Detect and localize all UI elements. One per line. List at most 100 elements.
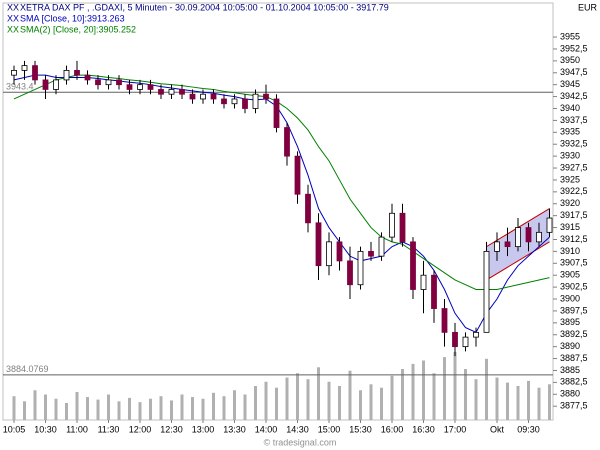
candle-body: [305, 193, 311, 224]
volume-bar: [306, 379, 310, 420]
volume-bar: [506, 382, 509, 420]
candle-body: [420, 274, 427, 290]
volume-bar: [537, 387, 541, 420]
y-tick-label: 3897,5: [560, 305, 588, 315]
volume-bar: [254, 386, 257, 420]
volume-bar: [54, 398, 58, 420]
channel-lower: [486, 241, 550, 281]
candle-body: [515, 227, 521, 248]
candle-body: [452, 331, 458, 348]
candle-body: [315, 222, 322, 267]
y-tick-label: 3935: [560, 127, 580, 137]
volume-bar: [422, 360, 425, 420]
candle-body: [189, 93, 196, 100]
volume-bar: [75, 391, 79, 420]
candle-body: [399, 212, 406, 243]
volume-bar: [327, 381, 331, 420]
y-tick-label: 3917,5: [560, 210, 588, 220]
volume-bar: [485, 358, 488, 420]
candle-body: [273, 98, 280, 128]
legend-icon: XX: [7, 13, 19, 23]
candle-body: [483, 250, 490, 333]
volume-bar: [548, 384, 551, 420]
volume-bar: [201, 398, 205, 420]
x-tick-label: 10:30: [34, 424, 57, 434]
y-tick-label: 3932,5: [560, 139, 588, 149]
x-tick-label: 11:00: [66, 424, 88, 434]
y-tick-label: 3937,5: [560, 115, 588, 125]
legend-icon: XX: [7, 24, 19, 34]
y-tick-label: 3922,5: [560, 186, 588, 196]
candle-body: [410, 241, 416, 290]
layer: 3943.4 3884.0769: [3, 60, 553, 420]
volume-bar: [233, 390, 236, 420]
y-tick-label: 3925: [560, 174, 580, 184]
candle-body: [11, 69, 17, 76]
y-tick-label: 3920: [560, 198, 580, 208]
candle-body: [210, 93, 217, 100]
volume-bar: [474, 379, 478, 420]
candle-body: [200, 93, 206, 100]
x-tick-label: 13:30: [223, 424, 246, 434]
y-tick-label: 3880: [560, 389, 580, 399]
volume-bar: [516, 386, 520, 420]
candle-body: [347, 260, 353, 286]
volume-bar: [128, 397, 131, 420]
y-tick-label: 3890: [560, 341, 580, 351]
candle-body: [368, 250, 374, 257]
volume-bar: [338, 386, 341, 420]
volume-bar: [107, 394, 110, 420]
x-tick-label: 13:00: [192, 424, 215, 434]
volume-bar: [170, 400, 173, 420]
legend-icon: XX: [7, 2, 19, 12]
volume-bar: [359, 390, 362, 420]
x-tick-label: 14:00: [255, 424, 278, 434]
y-tick-label: 3952,5: [560, 43, 588, 53]
y-tick-label: 3882,5: [560, 377, 588, 387]
y-tick-label: 3900: [560, 293, 580, 303]
volume-bar: [495, 377, 499, 420]
volume-bar: [159, 396, 163, 420]
volume-bar: [222, 396, 226, 420]
candle-body: [462, 336, 469, 348]
candle-body: [74, 69, 80, 76]
y-tick-label: 3940: [560, 103, 580, 113]
x-tick-label: 16:30: [412, 424, 435, 434]
candle-body: [546, 217, 553, 233]
volume-bar: [443, 357, 446, 420]
volume-bar: [86, 397, 89, 420]
candle-body: [32, 65, 38, 81]
candle-body: [284, 127, 290, 157]
volume-bar: [527, 380, 530, 420]
candle-body: [336, 241, 343, 262]
y-tick-label: 3907,5: [560, 258, 588, 268]
volume-bar: [33, 390, 37, 420]
volume-bar: [411, 363, 415, 420]
candle-body: [441, 308, 448, 333]
y-tick-label: 3915: [560, 222, 580, 232]
candle-body: [389, 212, 395, 238]
x-tick-label: 10:05: [3, 424, 26, 434]
volume-bar: [369, 384, 373, 420]
x-tick-label: 12:00: [129, 424, 152, 434]
y-tick-label: 3955: [560, 31, 580, 41]
candle-body: [525, 227, 532, 243]
legend-label: SMA(2) [Close, 20]:3905.252: [20, 24, 136, 34]
candle-body: [252, 93, 259, 109]
currency: EUR: [578, 2, 598, 12]
volume-bar: [12, 396, 16, 420]
volume-bar: [380, 387, 383, 420]
y-tick-label: 3877,5: [560, 401, 588, 411]
candle-body: [242, 98, 248, 109]
x-tick-label: 17:00: [444, 424, 467, 434]
x-tick-label: 14:30: [286, 424, 309, 434]
candle-body: [126, 84, 133, 90]
volume-bar: [453, 352, 457, 420]
candle-body: [263, 93, 269, 100]
candle-body: [105, 79, 112, 86]
y-tick-label: 3912,5: [560, 234, 588, 244]
candle-body: [431, 274, 437, 309]
volume-bar: [317, 367, 320, 420]
candle-body: [21, 65, 28, 71]
